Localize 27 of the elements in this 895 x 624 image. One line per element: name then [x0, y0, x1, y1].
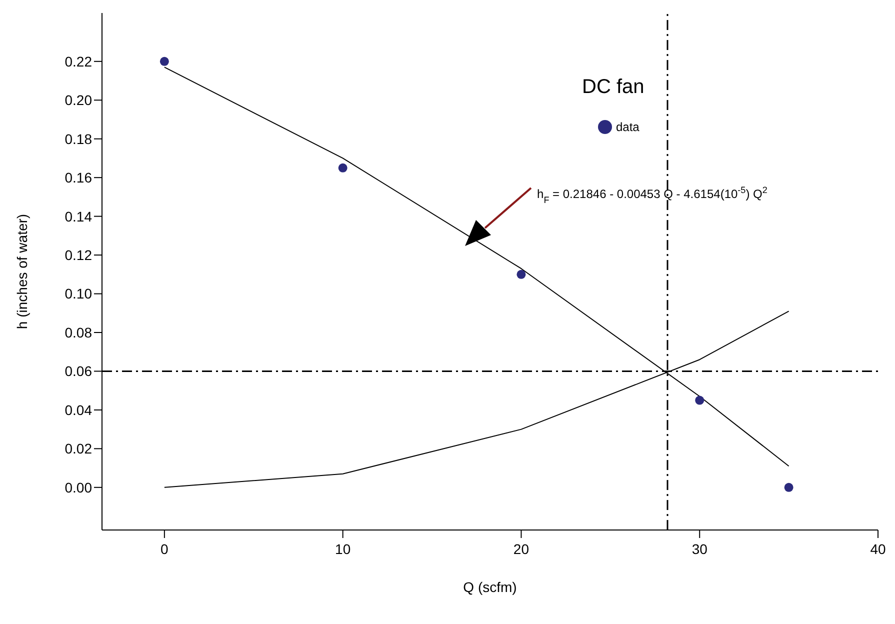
x-tick-label: 0	[160, 540, 169, 557]
y-tick-label: 0.22	[64, 53, 92, 70]
y-tick-label: 0.18	[64, 130, 92, 147]
y-tick-label: 0.08	[64, 324, 92, 340]
x-tick-label: 30	[692, 540, 708, 557]
legend-label: data	[616, 120, 640, 134]
y-tick-label: 0.02	[64, 440, 92, 457]
x-tick-label: 40	[870, 540, 886, 557]
x-tick-label: 20	[513, 540, 530, 557]
y-tick-label: 0.10	[64, 286, 92, 302]
point	[516, 270, 526, 279]
y-tick-label: 0.04	[64, 402, 92, 418]
y-tick-label: 0.06	[64, 363, 92, 380]
y-tick-label: 0.20	[64, 92, 92, 108]
text: DC fan	[582, 76, 644, 98]
y-axis-title: h (inches of water)	[14, 214, 30, 330]
point	[784, 482, 794, 492]
y-tick-label: 0.00	[64, 479, 92, 496]
y-tick-label: 0.16	[64, 170, 92, 186]
point	[338, 163, 348, 172]
y-tick-label: 0.14	[64, 208, 92, 224]
point	[160, 56, 169, 66]
annotation: h$_{F}$ = 0.21846 - 0.00453 Q - 4.6154(10$^{-5}$) Q$^{2}$	[537, 185, 768, 205]
x-tick-label: 10	[335, 540, 351, 557]
y-tick-label: 0.12	[64, 247, 92, 264]
x-axis-title: Q (scfm)	[463, 579, 517, 595]
point	[695, 396, 704, 405]
